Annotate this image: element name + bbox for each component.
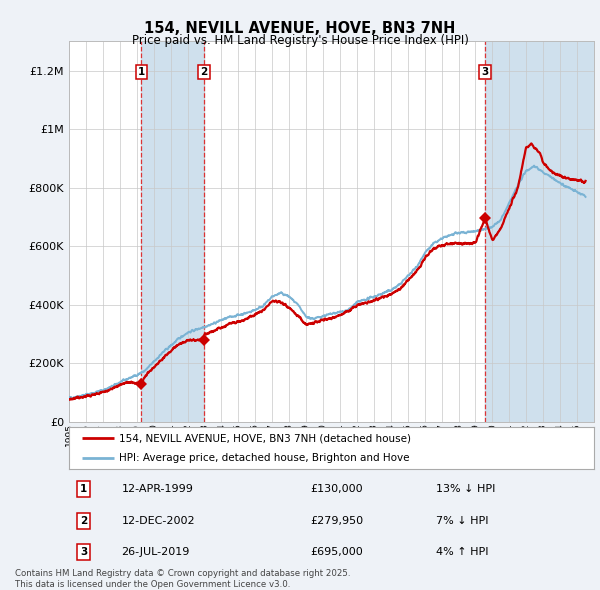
- Text: 154, NEVILL AVENUE, HOVE, BN3 7NH: 154, NEVILL AVENUE, HOVE, BN3 7NH: [145, 21, 455, 35]
- Text: Contains HM Land Registry data © Crown copyright and database right 2025.
This d: Contains HM Land Registry data © Crown c…: [15, 569, 350, 589]
- Text: 7% ↓ HPI: 7% ↓ HPI: [437, 516, 489, 526]
- Text: 154, NEVILL AVENUE, HOVE, BN3 7NH (detached house): 154, NEVILL AVENUE, HOVE, BN3 7NH (detac…: [119, 433, 411, 443]
- Text: 3: 3: [80, 547, 88, 557]
- Text: 1: 1: [138, 67, 145, 77]
- Bar: [142, 41, 203, 422]
- Text: HPI: Average price, detached house, Brighton and Hove: HPI: Average price, detached house, Brig…: [119, 454, 409, 463]
- Text: 4% ↑ HPI: 4% ↑ HPI: [437, 547, 489, 557]
- Text: 26-JUL-2019: 26-JUL-2019: [121, 547, 190, 557]
- Text: 1: 1: [80, 484, 88, 494]
- Text: 13% ↓ HPI: 13% ↓ HPI: [437, 484, 496, 494]
- Text: 3: 3: [481, 67, 489, 77]
- Text: £279,950: £279,950: [311, 516, 364, 526]
- Text: 12-APR-1999: 12-APR-1999: [121, 484, 193, 494]
- Text: 2: 2: [200, 67, 207, 77]
- Text: £695,000: £695,000: [311, 547, 363, 557]
- Text: 2: 2: [80, 516, 88, 526]
- Text: 12-DEC-2002: 12-DEC-2002: [121, 516, 195, 526]
- Bar: [485, 41, 594, 422]
- Text: £130,000: £130,000: [311, 484, 363, 494]
- Text: Price paid vs. HM Land Registry's House Price Index (HPI): Price paid vs. HM Land Registry's House …: [131, 34, 469, 47]
